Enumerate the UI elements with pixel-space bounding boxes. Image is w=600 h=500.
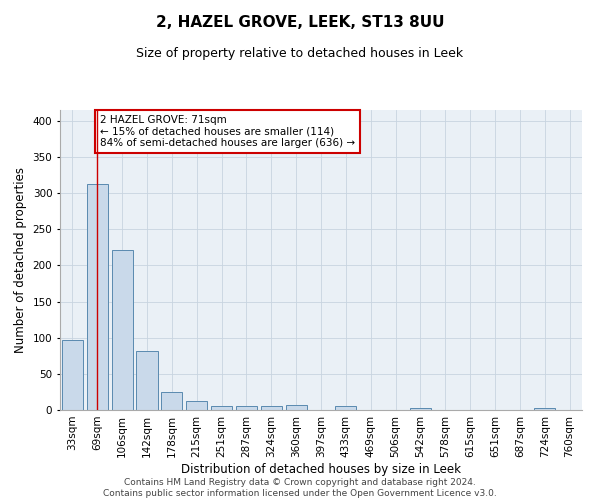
X-axis label: Distribution of detached houses by size in Leek: Distribution of detached houses by size …: [181, 462, 461, 475]
Bar: [186, 400, 207, 410]
Bar: [161, 392, 182, 410]
Bar: [211, 406, 232, 410]
Text: 2, HAZEL GROVE, LEEK, ST13 8UU: 2, HAZEL GROVE, LEEK, ST13 8UU: [156, 15, 444, 30]
Text: Contains HM Land Registry data © Crown copyright and database right 2024.
Contai: Contains HM Land Registry data © Crown c…: [103, 478, 497, 498]
Bar: [286, 405, 307, 410]
Bar: [87, 184, 108, 410]
Bar: [62, 340, 83, 410]
Text: Size of property relative to detached houses in Leek: Size of property relative to detached ho…: [136, 48, 464, 60]
Bar: [112, 250, 133, 410]
Text: 2 HAZEL GROVE: 71sqm
← 15% of detached houses are smaller (114)
84% of semi-deta: 2 HAZEL GROVE: 71sqm ← 15% of detached h…: [100, 115, 355, 148]
Bar: [534, 408, 555, 410]
Bar: [335, 406, 356, 410]
Bar: [410, 408, 431, 410]
Bar: [261, 406, 282, 410]
Y-axis label: Number of detached properties: Number of detached properties: [14, 167, 27, 353]
Bar: [236, 406, 257, 410]
Bar: [136, 352, 158, 410]
